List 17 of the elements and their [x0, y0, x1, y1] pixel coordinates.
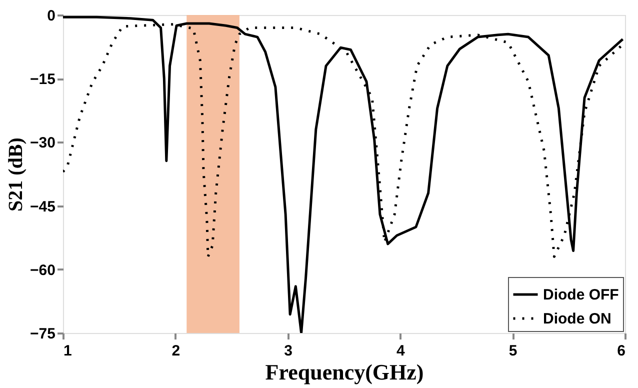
legend-label: Diode ON	[543, 310, 612, 328]
y-tick-label: −45	[30, 198, 56, 216]
x-tick-label: 5	[508, 342, 518, 360]
y-tick-label: −60	[30, 262, 56, 279]
x-tick-label: 3	[284, 342, 292, 360]
y-tick-label: −15	[30, 71, 56, 88]
x-tick-label: 4	[396, 342, 406, 360]
x-tick-label: 1	[64, 342, 72, 360]
line-series	[63, 16, 624, 333]
y-axis-title: S21 (dB)	[5, 138, 28, 212]
x-axis-title: Frequency(GHz)	[265, 360, 424, 384]
y-tick-label: −30	[30, 134, 56, 152]
x-tick-label: 2	[172, 342, 180, 360]
y-tick-label: −75	[30, 326, 56, 342]
legend-label: Diode OFF	[543, 286, 619, 304]
x-tick-label: 6	[617, 342, 626, 360]
y-tick-label: 0	[47, 8, 56, 24]
